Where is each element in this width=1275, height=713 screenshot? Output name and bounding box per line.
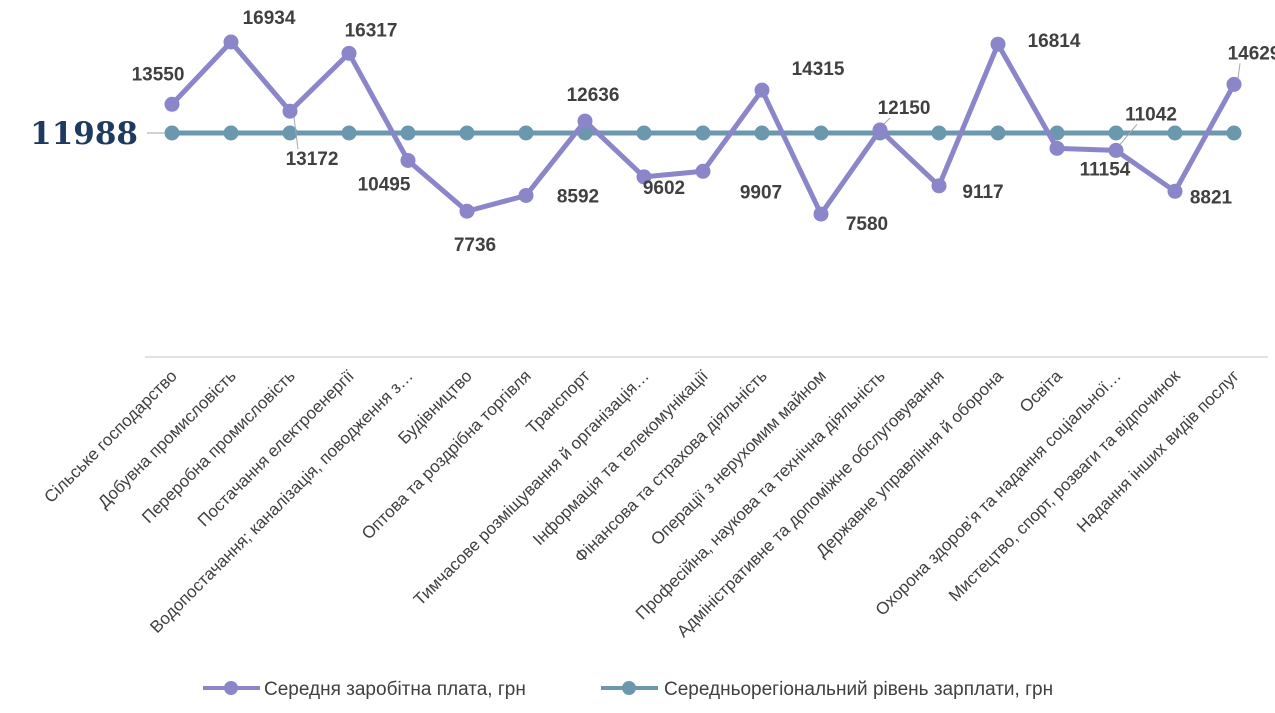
data-label-leader <box>1237 63 1241 79</box>
average-point <box>518 125 534 141</box>
average-point <box>459 125 475 141</box>
data-label-leader <box>1119 124 1138 145</box>
salary-point <box>754 82 770 98</box>
salary-point <box>400 152 416 168</box>
data-label: 12636 <box>567 85 620 106</box>
salary-point <box>1108 142 1124 158</box>
salary-point <box>518 187 534 203</box>
data-label: 14315 <box>792 59 845 80</box>
data-label: 9907 <box>740 182 782 203</box>
salary-point <box>636 169 652 185</box>
salary-point <box>282 103 298 119</box>
category-label: Освіта <box>1016 366 1066 416</box>
data-label: 13172 <box>286 149 339 170</box>
data-label: 8592 <box>557 186 599 207</box>
data-label: 16814 <box>1028 31 1081 52</box>
average-point <box>1167 125 1183 141</box>
average-value-label: 11988 <box>30 116 138 152</box>
salary-point <box>990 36 1006 52</box>
salary-point <box>872 122 888 138</box>
salary-point <box>1226 76 1242 92</box>
legend-label-salary: Середня заробітна плата, грн <box>264 679 526 700</box>
data-label: 10495 <box>358 174 411 195</box>
legend: Середня заробітна плата, грн Середньорег… <box>203 679 1053 700</box>
data-label-leader <box>883 117 891 125</box>
salary-point <box>459 203 475 219</box>
salary-point <box>577 113 593 129</box>
data-label: 9117 <box>962 182 1003 203</box>
salary-point <box>931 178 947 194</box>
data-label: 13550 <box>132 64 185 85</box>
average-point <box>164 125 180 141</box>
average-series <box>164 125 1242 141</box>
data-label: 7580 <box>846 214 888 235</box>
average-point <box>813 125 829 141</box>
salary-point <box>164 96 180 112</box>
data-label: 8821 <box>1190 187 1233 208</box>
average-point <box>695 125 711 141</box>
data-label: 9602 <box>643 178 685 199</box>
legend-marker-average <box>622 681 636 695</box>
legend-item-average[interactable]: Середньорегіональний рівень зарплати, гр… <box>601 679 1053 700</box>
average-point <box>282 125 298 141</box>
data-label: 7736 <box>454 235 496 256</box>
data-label: 12150 <box>878 98 931 119</box>
data-label: 16934 <box>243 8 296 29</box>
data-labels: 13550 16934 13172 16317 10495 7736 8592 12636 96… <box>132 8 1275 256</box>
legend-item-salary[interactable]: Середня заробітна плата, грн <box>203 679 526 700</box>
average-point <box>990 125 1006 141</box>
salary-point <box>695 163 711 179</box>
data-label-leader <box>293 117 299 150</box>
legend-label-average: Середньорегіональний рівень зарплати, гр… <box>664 679 1053 700</box>
average-point <box>754 125 770 141</box>
average-point <box>636 125 652 141</box>
legend-marker-salary <box>224 681 238 695</box>
salary-point <box>1049 140 1065 156</box>
salary-point <box>341 45 357 61</box>
data-label: 11154 <box>1080 159 1131 180</box>
data-label: 11042 <box>1125 104 1177 125</box>
average-point <box>1108 125 1124 141</box>
average-point <box>223 125 239 141</box>
salary-point <box>1167 183 1183 199</box>
salary-point <box>223 34 239 50</box>
category-label: Адміністративне та допоміжне обслуговува… <box>673 366 948 641</box>
data-label: 16317 <box>345 20 398 41</box>
average-point <box>341 125 357 141</box>
average-point <box>931 125 947 141</box>
data-label: 14629 <box>1228 43 1275 64</box>
salary-series <box>164 34 1242 222</box>
average-point <box>1226 125 1242 141</box>
salary-point <box>813 206 829 222</box>
average-point <box>400 125 416 141</box>
